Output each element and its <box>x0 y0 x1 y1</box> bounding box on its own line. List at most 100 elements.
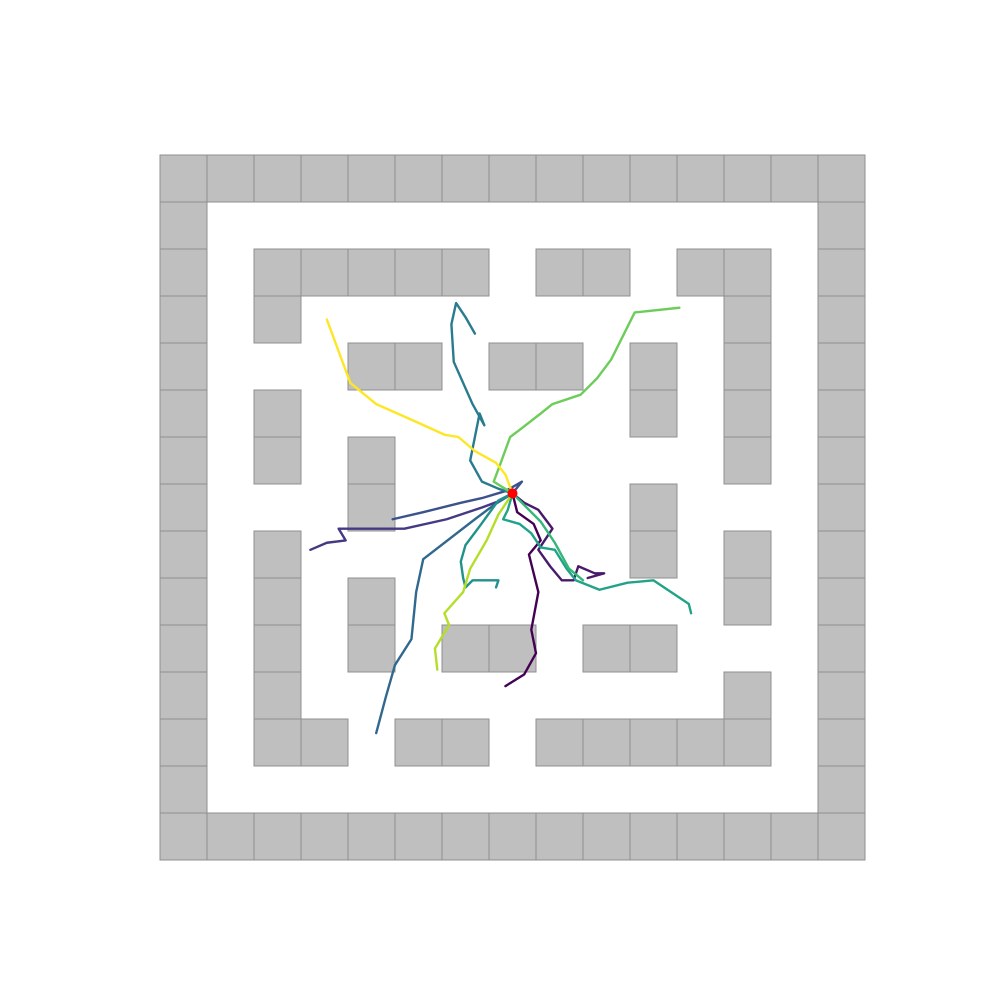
wall-cell <box>582 624 631 673</box>
wall-cell <box>723 436 772 485</box>
wall-cell <box>253 718 302 767</box>
wall-cell <box>159 248 208 297</box>
wall-cell <box>535 812 584 861</box>
wall-cell <box>629 342 678 391</box>
wall-cell <box>535 342 584 391</box>
wall-cell <box>347 436 396 485</box>
wall-cell <box>206 812 255 861</box>
wall-cell <box>676 248 725 297</box>
wall-cell <box>347 483 396 532</box>
wall-cell <box>347 154 396 203</box>
wall-cell <box>817 201 866 250</box>
wall-cell <box>817 765 866 814</box>
trajectory-line <box>511 492 585 582</box>
wall-cell <box>488 624 537 673</box>
wall-cell <box>817 671 866 720</box>
wall-cell <box>206 154 255 203</box>
trajectory-line <box>325 318 514 495</box>
wall-cell <box>582 812 631 861</box>
wall-cell <box>676 812 725 861</box>
wall-cell <box>629 483 678 532</box>
wall-cell <box>159 342 208 391</box>
trajectory-line <box>309 492 514 551</box>
wall-cell <box>159 201 208 250</box>
wall-cell <box>441 154 490 203</box>
wall-cell <box>488 154 537 203</box>
wall-cell <box>817 154 866 203</box>
wall-cell <box>582 154 631 203</box>
wall-cell <box>347 624 396 673</box>
wall-cell <box>394 248 443 297</box>
wall-cell <box>159 577 208 626</box>
wall-cell <box>253 389 302 438</box>
wall-cell <box>253 248 302 297</box>
trajectory-line <box>433 492 514 671</box>
wall-cell <box>535 248 584 297</box>
wall-cell <box>394 718 443 767</box>
wall-cell <box>253 436 302 485</box>
wall-cell <box>817 295 866 344</box>
wall-cell <box>817 530 866 579</box>
trajectory-line <box>501 492 693 615</box>
wall-cell <box>394 812 443 861</box>
wall-cell <box>723 154 772 203</box>
wall-cell <box>441 718 490 767</box>
wall-cell <box>394 342 443 391</box>
wall-cell <box>347 342 396 391</box>
wall-cell <box>723 342 772 391</box>
wall-cell <box>817 389 866 438</box>
wall-cell <box>817 248 866 297</box>
wall-cell <box>582 248 631 297</box>
wall-cell <box>723 295 772 344</box>
wall-cell <box>300 248 349 297</box>
wall-cell <box>159 154 208 203</box>
wall-cell <box>300 812 349 861</box>
wall-cell <box>629 812 678 861</box>
wall-cell <box>723 577 772 626</box>
wall-cell <box>770 154 819 203</box>
wall-cell <box>723 248 772 297</box>
wall-cell <box>770 812 819 861</box>
wall-cell <box>253 624 302 673</box>
wall-cell <box>629 530 678 579</box>
wall-cell <box>159 483 208 532</box>
wall-cell <box>676 154 725 203</box>
wall-cell <box>535 154 584 203</box>
wall-cell <box>159 812 208 861</box>
wall-cell <box>723 812 772 861</box>
wall-cell <box>253 154 302 203</box>
wall-cell <box>488 342 537 391</box>
wall-cell <box>441 248 490 297</box>
wall-cell <box>723 530 772 579</box>
trajectory-line <box>511 492 606 582</box>
trajectories <box>309 301 693 735</box>
wall-cell <box>723 671 772 720</box>
wall-cell <box>253 812 302 861</box>
wall-cell <box>723 718 772 767</box>
wall-cell <box>441 624 490 673</box>
wall-cell <box>817 342 866 391</box>
wall-cell <box>347 577 396 626</box>
trajectory-line <box>504 492 542 688</box>
wall-cell <box>629 718 678 767</box>
wall-cell <box>159 671 208 720</box>
maze-walls <box>159 154 866 861</box>
wall-cell <box>817 624 866 673</box>
wall-cell <box>582 718 631 767</box>
wall-cell <box>253 295 302 344</box>
wall-cell <box>159 436 208 485</box>
trajectory-line <box>450 301 514 495</box>
wall-cell <box>488 812 537 861</box>
wall-cell <box>817 436 866 485</box>
wall-cell <box>159 295 208 344</box>
wall-cell <box>629 624 678 673</box>
wall-cell <box>159 389 208 438</box>
wall-cell <box>159 765 208 814</box>
wall-cell <box>394 154 443 203</box>
wall-cell <box>300 718 349 767</box>
wall-cell <box>159 718 208 767</box>
wall-cell <box>676 718 725 767</box>
wall-cell <box>629 154 678 203</box>
wall-cell <box>535 718 584 767</box>
